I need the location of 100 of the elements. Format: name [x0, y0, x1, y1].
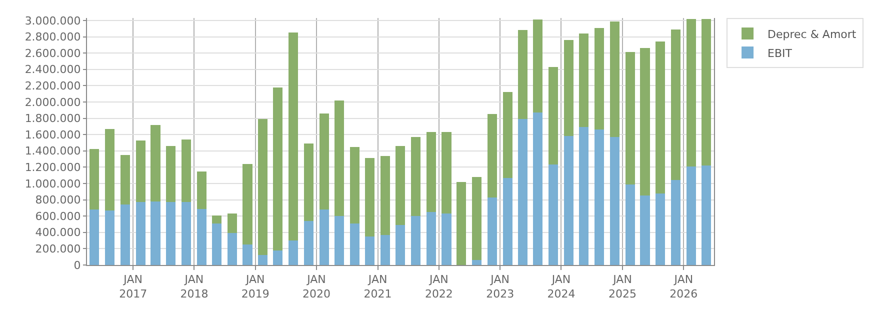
- bar: [594, 28, 604, 130]
- bar: [304, 144, 314, 221]
- bar: [304, 220, 314, 265]
- bar: [288, 32, 298, 241]
- bar: [334, 100, 344, 216]
- x-tick-label: JAN 2024: [547, 273, 576, 300]
- bar: [242, 244, 252, 265]
- x-tick-label: JAN 2022: [424, 273, 453, 300]
- bar: [182, 202, 192, 265]
- bar: [319, 113, 329, 210]
- bar: [196, 208, 207, 265]
- y-tick-label: 2.200.000: [24, 80, 81, 93]
- x-tick-label: JAN 2021: [364, 273, 392, 300]
- bar: [579, 33, 589, 128]
- bar: [701, 166, 711, 265]
- legend-label: Deprec & Amort: [768, 28, 857, 41]
- y-tick-label: 400.000: [35, 226, 81, 240]
- bar: [273, 87, 283, 250]
- bar: [380, 156, 390, 235]
- bar: [334, 216, 344, 265]
- bar: [350, 146, 360, 224]
- bar: [518, 119, 528, 265]
- bar: [288, 240, 298, 265]
- bar: [640, 196, 650, 265]
- bar: [258, 119, 268, 256]
- bar: [686, 18, 696, 166]
- bar: [656, 42, 666, 194]
- bar: [90, 210, 100, 265]
- bar: [456, 182, 466, 265]
- bar: [640, 48, 650, 196]
- bar: [594, 130, 604, 265]
- bar: [579, 127, 589, 265]
- bar: [656, 193, 666, 265]
- bar: [166, 202, 176, 265]
- bar: [120, 204, 130, 265]
- bar: [105, 210, 115, 265]
- bar: [487, 114, 497, 198]
- bar: [625, 184, 635, 265]
- bar: [319, 210, 329, 265]
- y-tick-label: 200.000: [35, 242, 81, 256]
- bar: [365, 158, 375, 236]
- x-tick-label: JAN 2025: [608, 273, 637, 300]
- bar: [273, 250, 283, 265]
- bar: [671, 180, 681, 265]
- bar: [533, 20, 543, 113]
- y-tick-label: 1.000.000: [24, 177, 81, 190]
- bar: [548, 164, 558, 265]
- y-tick-label: 1.400.000: [24, 144, 81, 158]
- bar: [548, 66, 558, 165]
- bar: [136, 202, 146, 265]
- x-tick-label: JAN 2017: [119, 273, 148, 300]
- x-tick-label: JAN 2018: [180, 273, 208, 300]
- y-tick-label: 600.000: [35, 210, 81, 223]
- bar: [472, 260, 482, 265]
- bar: [442, 214, 452, 265]
- bar: [120, 154, 130, 205]
- bar: [227, 233, 237, 265]
- bar: [212, 223, 222, 265]
- bar: [472, 176, 482, 260]
- bar: [136, 140, 146, 202]
- bar: [365, 236, 375, 265]
- y-tick-label: 800.000: [35, 194, 81, 207]
- y-tick-label: 2.000.000: [24, 96, 81, 109]
- bar: [90, 149, 100, 210]
- bar: [182, 139, 192, 202]
- y-tick-label: 3.000.000: [24, 14, 81, 28]
- bar: [610, 137, 620, 265]
- bar: [166, 146, 176, 202]
- bar: [242, 164, 252, 245]
- y-tick-label: 2.400.000: [24, 63, 81, 76]
- y-tick-label: 1.200.000: [24, 161, 81, 174]
- y-tick-label: 2.800.000: [24, 30, 81, 44]
- bar: [212, 215, 222, 224]
- bar: [258, 255, 268, 265]
- y-tick-label: 1.600.000: [24, 128, 81, 142]
- y-tick-label: 2.600.000: [24, 46, 81, 60]
- bar: [227, 214, 237, 234]
- bar: [533, 112, 543, 265]
- bar: [518, 30, 528, 120]
- x-tick-label: JAN 2020: [302, 273, 330, 300]
- bar: [502, 178, 512, 265]
- y-tick-label: 1.800.000: [24, 112, 81, 126]
- bar: [686, 166, 696, 265]
- bar: [380, 234, 390, 265]
- bar: [625, 52, 635, 184]
- bar: [410, 137, 420, 216]
- bar: [150, 201, 160, 265]
- x-tick-label: JAN 2026: [670, 273, 698, 300]
- bar: [671, 29, 681, 180]
- bar: [564, 136, 574, 265]
- x-tick-label: JAN 2019: [241, 273, 270, 300]
- bar: [395, 225, 406, 265]
- bar: [701, 18, 711, 166]
- bar: [610, 21, 620, 138]
- bar: [502, 92, 512, 178]
- bar: [105, 128, 115, 210]
- x-tick-label: JAN 2023: [486, 273, 514, 300]
- bar: [196, 171, 207, 209]
- y-tick-label: 0: [74, 258, 81, 272]
- bar: [426, 132, 436, 212]
